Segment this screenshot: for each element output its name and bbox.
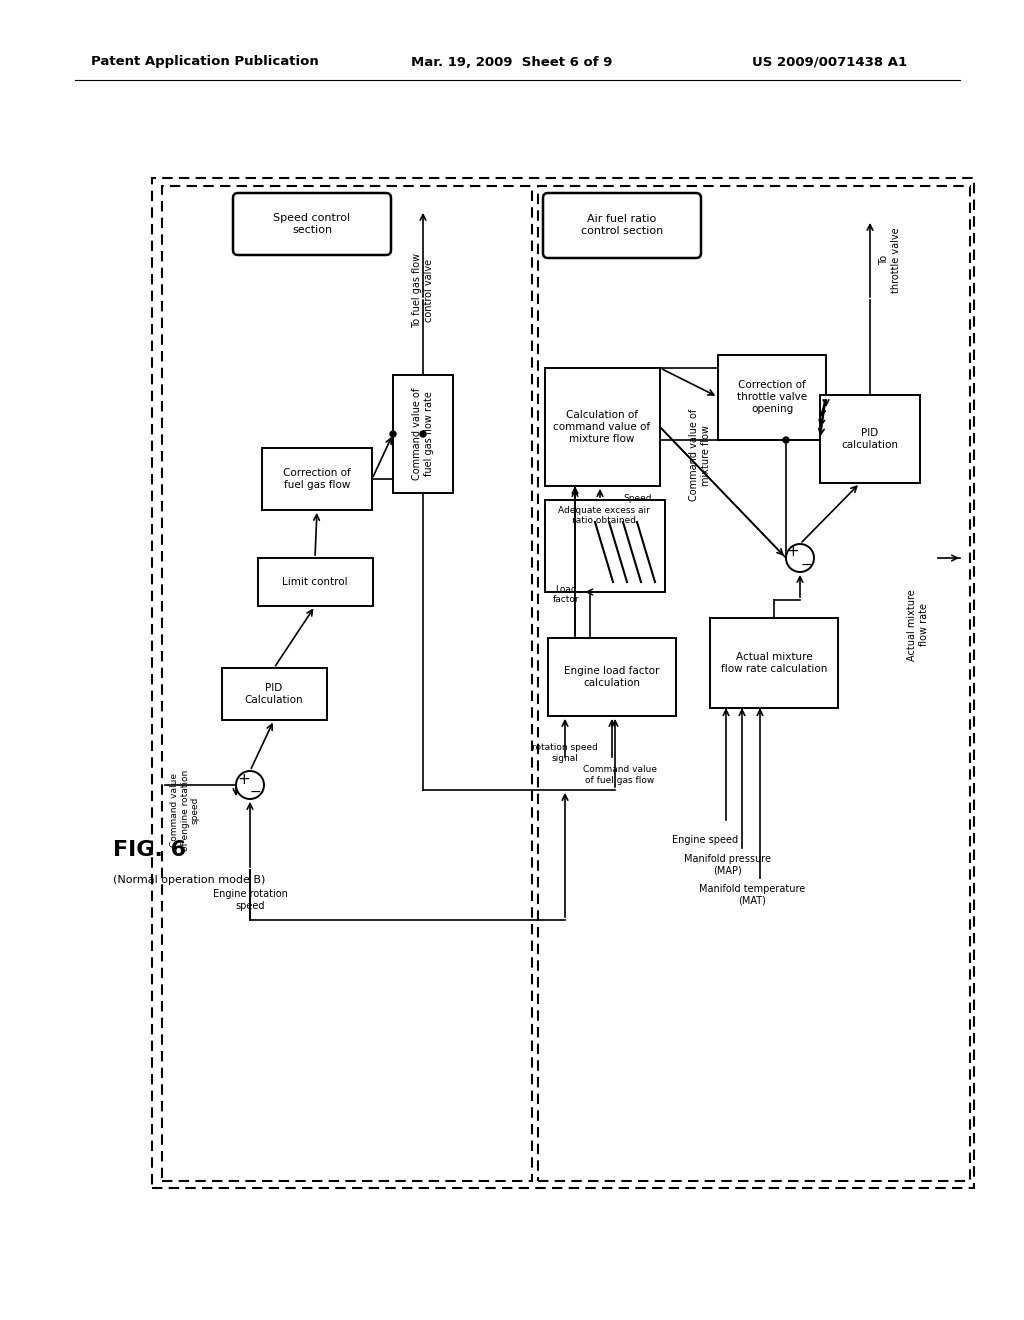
Text: Manifold pressure
(MAP): Manifold pressure (MAP) xyxy=(684,854,771,875)
Text: Mar. 19, 2009  Sheet 6 of 9: Mar. 19, 2009 Sheet 6 of 9 xyxy=(412,55,612,69)
Bar xyxy=(262,447,372,510)
Text: Command value of
mixture flow: Command value of mixture flow xyxy=(689,409,711,502)
Text: Engine load factor
calculation: Engine load factor calculation xyxy=(564,667,659,688)
Text: +: + xyxy=(238,771,251,787)
Text: Load
factor: Load factor xyxy=(553,585,580,605)
Text: +: + xyxy=(786,544,800,560)
Text: Patent Application Publication: Patent Application Publication xyxy=(91,55,318,69)
Text: −: − xyxy=(249,785,261,799)
Circle shape xyxy=(783,437,790,444)
Text: Engine speed: Engine speed xyxy=(672,836,738,845)
Text: FIG. 6: FIG. 6 xyxy=(113,840,186,861)
Text: Adequate excess air
ratio obtained: Adequate excess air ratio obtained xyxy=(558,506,650,525)
Text: PID
calculation: PID calculation xyxy=(842,428,898,450)
Text: Engine rotation
speed: Engine rotation speed xyxy=(213,890,288,911)
Circle shape xyxy=(390,432,396,437)
Circle shape xyxy=(236,771,264,799)
Text: (Normal operation mode B): (Normal operation mode B) xyxy=(113,875,265,884)
Bar xyxy=(545,500,665,591)
Bar xyxy=(222,668,327,719)
Text: Correction of
fuel gas flow: Correction of fuel gas flow xyxy=(283,469,351,490)
Text: Air fuel ratio
control section: Air fuel ratio control section xyxy=(581,214,664,236)
Text: rotation speed
signal: rotation speed signal xyxy=(532,743,598,763)
Text: Correction of
throttle valve
opening: Correction of throttle valve opening xyxy=(737,380,807,413)
Text: Calculation of
command value of
mixture flow: Calculation of command value of mixture … xyxy=(553,411,650,444)
Bar xyxy=(393,375,453,492)
Text: Command value
of engine rotation
speed: Command value of engine rotation speed xyxy=(170,770,200,850)
FancyBboxPatch shape xyxy=(543,193,701,257)
Text: Actual mixture
flow rate calculation: Actual mixture flow rate calculation xyxy=(721,652,827,673)
Bar xyxy=(548,638,676,715)
Text: US 2009/0071438 A1: US 2009/0071438 A1 xyxy=(753,55,907,69)
Bar xyxy=(538,186,970,1181)
Text: To fuel gas flow
control valve: To fuel gas flow control valve xyxy=(413,252,434,327)
Bar xyxy=(162,186,532,1181)
Text: Actual mixture
flow rate: Actual mixture flow rate xyxy=(907,589,929,661)
Bar xyxy=(820,395,920,483)
FancyBboxPatch shape xyxy=(233,193,391,255)
Text: Manifold temperature
(MAT): Manifold temperature (MAT) xyxy=(698,884,805,906)
Text: To
throttle valve: To throttle valve xyxy=(880,227,901,293)
Bar xyxy=(152,178,974,1188)
Text: Limit control: Limit control xyxy=(283,577,348,587)
Circle shape xyxy=(786,544,814,572)
Text: −: − xyxy=(800,558,812,572)
Text: PID
Calculation: PID Calculation xyxy=(245,684,303,705)
Circle shape xyxy=(420,432,426,437)
Bar xyxy=(710,618,838,708)
Text: Speed: Speed xyxy=(624,494,652,503)
Text: Command value of
fuel gas flow rate: Command value of fuel gas flow rate xyxy=(413,388,434,480)
Bar xyxy=(545,368,660,486)
Text: Command value
of fuel gas flow: Command value of fuel gas flow xyxy=(583,766,657,784)
Text: Speed control
section: Speed control section xyxy=(273,214,350,235)
Bar xyxy=(258,558,373,606)
Bar xyxy=(718,355,826,440)
